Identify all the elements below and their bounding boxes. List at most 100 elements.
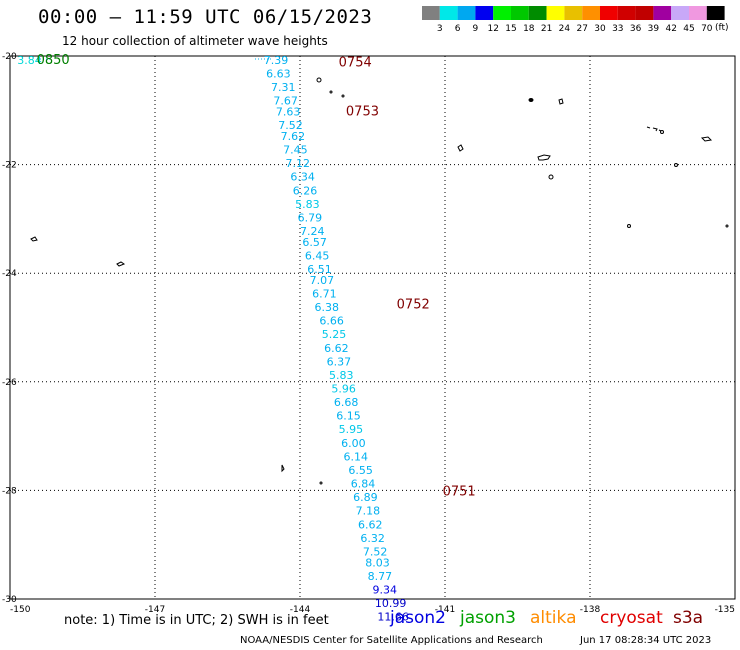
swh-value: 6.37 (327, 355, 352, 368)
swh-value: 11.66 (377, 611, 409, 624)
pass-time-label: 0751 (443, 485, 476, 500)
island (558, 98, 564, 105)
lat-tick-label: -20 (2, 52, 17, 62)
legend-swatch (564, 6, 583, 20)
pass-time-label: 0754 (339, 56, 372, 71)
island (700, 136, 713, 142)
swh-value: 7.45 (283, 144, 308, 157)
legend-label: 30 (594, 24, 606, 34)
swh-value: 7.67 (273, 95, 298, 108)
swh-value: 7.63 (276, 106, 301, 119)
generated-timestamp: Jun 17 08:28:34 UTC 2023 (580, 635, 712, 646)
pass-time-label: 0752 (397, 297, 430, 312)
legend-swatch (511, 6, 529, 20)
swh-value: 6.14 (344, 450, 369, 463)
lon-tick-label: -147 (145, 605, 165, 615)
swh-value: 6.32 (360, 532, 385, 545)
lon-tick-label: -138 (580, 605, 601, 615)
island (725, 224, 729, 228)
swh-value: 6.15 (336, 410, 361, 423)
legend-label: 42 (665, 24, 676, 34)
island (660, 130, 664, 134)
page-title: 00:00 – 11:59 UTC 06/15/2023 (38, 6, 373, 28)
lat-tick-label: -26 (2, 378, 17, 388)
legend-swatch (439, 6, 458, 20)
island (674, 163, 678, 167)
swh-value: 6.62 (324, 342, 349, 355)
swh-value: 10.99 (375, 597, 407, 610)
island (528, 98, 534, 102)
sat-jason2: jason2 (390, 608, 446, 628)
swh-value: 5.25 (322, 328, 347, 341)
sat-jason3: jason3 (460, 608, 516, 628)
legend-swatch (653, 6, 672, 20)
swh-value: 7.52 (363, 545, 388, 558)
legend-label: 27 (576, 24, 587, 34)
swh-value: 6.00 (341, 437, 366, 450)
swh-value: 6.26 (293, 184, 318, 197)
swh-value: 6.63 (266, 68, 291, 81)
swh-value: 6.55 (348, 464, 373, 477)
credit-text: NOAA/NESDIS Center for Satellite Applica… (240, 635, 543, 646)
footer-note: note: 1) Time is in UTC; 2) SWH is in fe… (64, 613, 329, 628)
island (281, 464, 285, 473)
island (329, 90, 333, 94)
legend-label: 36 (630, 24, 642, 34)
swh-value: 6.68 (334, 396, 359, 409)
pass-times: 0850 0754 0753 0752 0751 (37, 53, 476, 500)
swh-value: 6.66 (319, 315, 344, 328)
swh-value: 7.52 (278, 119, 303, 132)
islands (30, 77, 729, 485)
swh-value: 3.84 (17, 54, 42, 67)
lat-tick-label: -28 (2, 486, 17, 496)
legend-label: 6 (455, 24, 461, 34)
swh-value: 8.77 (368, 570, 393, 583)
island (457, 144, 464, 152)
island (116, 261, 126, 267)
legend-label: 24 (559, 24, 571, 34)
swh-value: 6.38 (315, 301, 340, 314)
legend-swatch (635, 6, 654, 20)
legend-swatch (617, 6, 636, 20)
units-label: (ft) (715, 23, 729, 33)
legend-swatch (706, 6, 725, 20)
swh-value: 6.84 (351, 478, 376, 491)
legend-label: 45 (683, 24, 694, 34)
swh-values: 7.396.637.317.677.637.527.627.457.126.34… (17, 54, 409, 624)
legend-label: 9 (473, 24, 479, 34)
lon-tick-label: -150 (10, 605, 31, 615)
swh-value: 5.83 (295, 198, 320, 211)
legend-label: 70 (701, 24, 713, 34)
legend-label: 18 (523, 24, 535, 34)
lat-tick-label: -22 (2, 161, 17, 171)
sat-s3a: s3a (673, 608, 704, 628)
swh-value: 6.45 (305, 249, 330, 262)
lon-tick-label: -141 (435, 605, 455, 615)
swh-value: 7.07 (310, 274, 335, 287)
legend-swatch (528, 6, 547, 20)
pass-time-label: 0850 (37, 53, 70, 68)
legend-label: 3 (437, 24, 443, 34)
swh-value: 5.83 (329, 369, 354, 382)
legend-label: 15 (505, 24, 516, 34)
swh-value: 6.71 (312, 287, 337, 300)
lat-tick-label: -24 (2, 269, 17, 279)
lon-tick-label: -144 (290, 605, 311, 615)
legend-swatch (582, 6, 600, 20)
swh-value: 6.89 (353, 491, 378, 504)
sat-altika: altika (530, 608, 577, 628)
island (319, 481, 323, 485)
swh-value: 7.39 (264, 54, 289, 67)
swh-value: 5.96 (331, 383, 356, 396)
map-frame (9, 55, 736, 600)
color-legend: 3 6 9 12 15 18 21 24 27 30 33 36 39 42 45 70 (422, 6, 725, 34)
legend-swatch (546, 6, 565, 20)
legend-swatch (493, 6, 511, 20)
swh-value: 7.31 (271, 81, 296, 94)
swh-value: 9.34 (373, 583, 398, 596)
swh-value: 5.95 (339, 423, 364, 436)
lat-lon-grid (10, 56, 735, 599)
swh-value: 7.18 (356, 505, 381, 518)
swh-value: 7.24 (300, 225, 325, 238)
